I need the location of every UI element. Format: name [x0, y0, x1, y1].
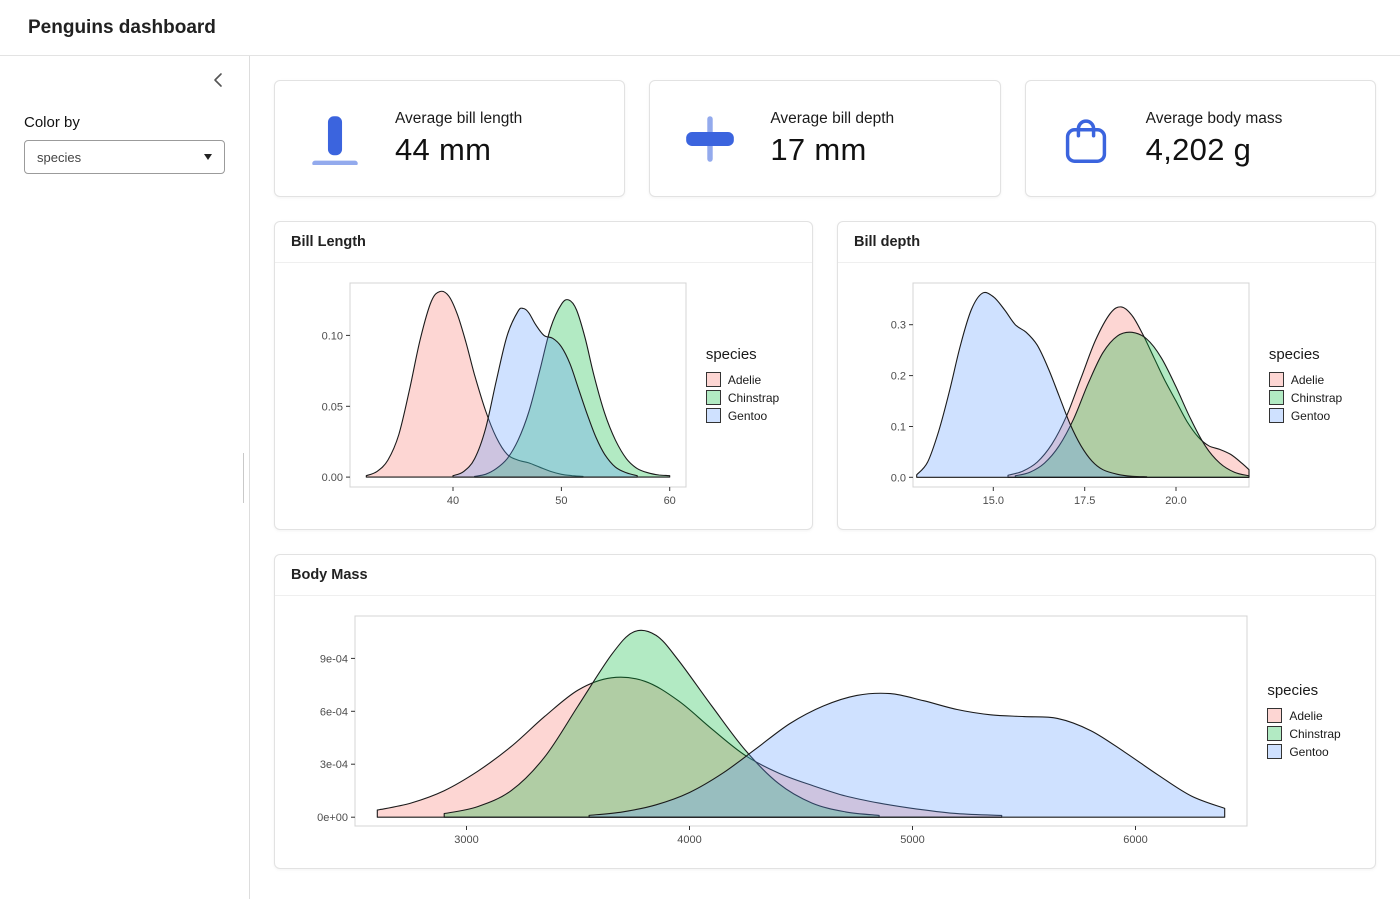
legend-swatch-gentoo — [1268, 408, 1284, 423]
svg-text:0.05: 0.05 — [321, 401, 342, 413]
app-header: Penguins dashboard — [0, 0, 1400, 56]
svg-text:20.0: 20.0 — [1165, 495, 1186, 507]
svg-text:9e-04: 9e-04 — [320, 653, 348, 665]
bill-length-plot: 40 50 60 0.00 0.05 0.10 — [302, 275, 694, 513]
legend-swatch-adelie — [1268, 372, 1284, 387]
svg-text:3e-04: 3e-04 — [320, 759, 348, 771]
legend-swatch-adelie — [1267, 708, 1283, 723]
legend-swatch-chinstrap — [705, 390, 721, 405]
legend-item: Chinstrap — [1267, 726, 1341, 741]
plot-svg: 3000 4000 5000 6000 0e+00 3e-04 6e-04 9e-04 — [317, 615, 1248, 846]
legend-label: Adelie — [727, 372, 762, 387]
bill-depth-legend: species Adelie Chinstrap G — [1257, 346, 1348, 443]
value-box-body-mass: Average body mass 4,202 g — [1024, 80, 1376, 197]
bill-length-card: Bill Length 40 50 60 0.00 0.05 0.10 species A… — [274, 221, 813, 530]
bill-length-legend: species Adelie Chinstrap G — [694, 346, 785, 443]
legend-item: Chinstrap — [705, 390, 780, 405]
charts-row: Bill Length 40 50 60 0.00 0.05 0.10 species A… — [274, 221, 1376, 530]
legend-item: Gentoo — [1267, 744, 1340, 759]
legend-title: species — [705, 345, 757, 363]
value-box-value: 4,202 g — [1145, 131, 1252, 167]
bill-depth-icon — [674, 113, 746, 165]
bill-depth-plot: 15.0 17.5 20.0 0.0 0.1 0.2 0.3 — [865, 275, 1257, 513]
legend-swatch-chinstrap — [1267, 726, 1283, 741]
card-title-body-mass: Body Mass — [275, 555, 1375, 596]
svg-text:0.2: 0.2 — [891, 371, 906, 383]
svg-text:3000: 3000 — [455, 834, 479, 846]
svg-text:4000: 4000 — [678, 834, 702, 846]
legend-item: Adelie — [705, 372, 779, 387]
svg-text:40: 40 — [447, 495, 459, 507]
bill-length-chart: 40 50 60 0.00 0.05 0.10 species Adelie Chinst… — [302, 275, 785, 513]
svg-text:60: 60 — [663, 495, 675, 507]
legend-item: Gentoo — [1268, 408, 1342, 423]
svg-text:0.10: 0.10 — [321, 330, 342, 342]
svg-text:0.1: 0.1 — [891, 422, 906, 434]
legend-label: Chinstrap — [1290, 390, 1343, 405]
svg-text:5000: 5000 — [901, 834, 925, 846]
legend-label: Adelie — [1290, 372, 1325, 387]
legend-label: Chinstrap — [727, 390, 780, 405]
svg-text:15.0: 15.0 — [982, 495, 1003, 507]
bill-depth-chart: 15.0 17.5 20.0 0.0 0.1 0.2 0.3 species Adelie … — [865, 275, 1348, 513]
value-box-bill-length: Average bill length 44 mm — [274, 80, 626, 197]
card-title-bill-length: Bill Length — [275, 222, 812, 263]
svg-text:6000: 6000 — [1124, 834, 1148, 846]
body-mass-row: Body Mass 3000 4000 5000 6000 0e+00 3e-04 6e-0… — [274, 554, 1376, 869]
legend-swatch-chinstrap — [1268, 390, 1284, 405]
legend-swatch-gentoo — [705, 408, 721, 423]
card-title-bill-depth: Bill depth — [838, 222, 1375, 263]
plot-svg: 15.0 17.5 20.0 0.0 0.1 0.2 0.3 — [891, 282, 1250, 507]
app-title: Penguins dashboard — [28, 16, 216, 38]
value-box-title: Average body mass — [1145, 109, 1283, 127]
sidebar-resize-handle[interactable] — [243, 452, 244, 503]
svg-text:0.00: 0.00 — [321, 472, 342, 484]
bill-length-icon — [299, 113, 371, 165]
color-by-label: Color by — [24, 114, 80, 131]
legend-swatch-adelie — [705, 372, 721, 387]
legend-label: Gentoo — [1290, 408, 1331, 423]
legend-label: Adelie — [1289, 708, 1323, 723]
value-box-bill-depth: Average bill depth 17 mm — [649, 80, 1001, 197]
shopping-bag-icon — [1050, 113, 1122, 165]
color-by-select[interactable]: species — [24, 140, 225, 174]
legend-title: species — [1268, 345, 1320, 363]
body-mass-plot: 3000 4000 5000 6000 0e+00 3e-04 6e-04 9e-04 — [303, 608, 1255, 852]
value-boxes-row: Average bill length 44 mm Average bill d… — [274, 80, 1376, 197]
body-mass-chart: 3000 4000 5000 6000 0e+00 3e-04 6e-04 9e-04 spe… — [303, 608, 1346, 852]
svg-text:0e+00: 0e+00 — [317, 812, 348, 824]
legend-label: Gentoo — [1289, 744, 1329, 759]
main-content: Average bill length 44 mm Average bill d… — [250, 56, 1400, 899]
legend-item: Adelie — [1267, 708, 1340, 723]
legend-item: Chinstrap — [1268, 390, 1343, 405]
value-box-value: 44 mm — [395, 131, 492, 167]
bill-depth-card: Bill depth 15.0 17.5 20.0 0.0 0.1 0.2 0.3 spec… — [837, 221, 1376, 530]
chevron-left-icon — [214, 73, 222, 87]
body-mass-card: Body Mass 3000 4000 5000 6000 0e+00 3e-04 6e-0… — [274, 554, 1376, 869]
svg-text:0.0: 0.0 — [891, 472, 906, 484]
svg-text:0.3: 0.3 — [891, 320, 906, 332]
legend-title: species — [1267, 681, 1319, 699]
plot-svg: 40 50 60 0.00 0.05 0.10 — [321, 282, 687, 507]
legend-item: Adelie — [1268, 372, 1342, 387]
value-box-title: Average bill length — [395, 109, 523, 127]
sidebar: Color by species — [0, 56, 250, 899]
svg-text:6e-04: 6e-04 — [320, 706, 348, 718]
caret-down-icon — [204, 154, 212, 160]
sidebar-collapse-button[interactable] — [209, 70, 227, 93]
body-mass-legend: species Adelie Chinstrap G — [1255, 682, 1346, 779]
legend-label: Chinstrap — [1289, 726, 1341, 741]
svg-text:17.5: 17.5 — [1074, 495, 1095, 507]
value-box-title: Average bill depth — [770, 109, 895, 127]
legend-swatch-gentoo — [1267, 744, 1283, 759]
svg-text:50: 50 — [555, 495, 567, 507]
value-box-value: 17 mm — [770, 131, 867, 167]
legend-label: Gentoo — [727, 408, 768, 423]
legend-item: Gentoo — [705, 408, 779, 423]
color-by-selected-value: species — [37, 149, 82, 165]
